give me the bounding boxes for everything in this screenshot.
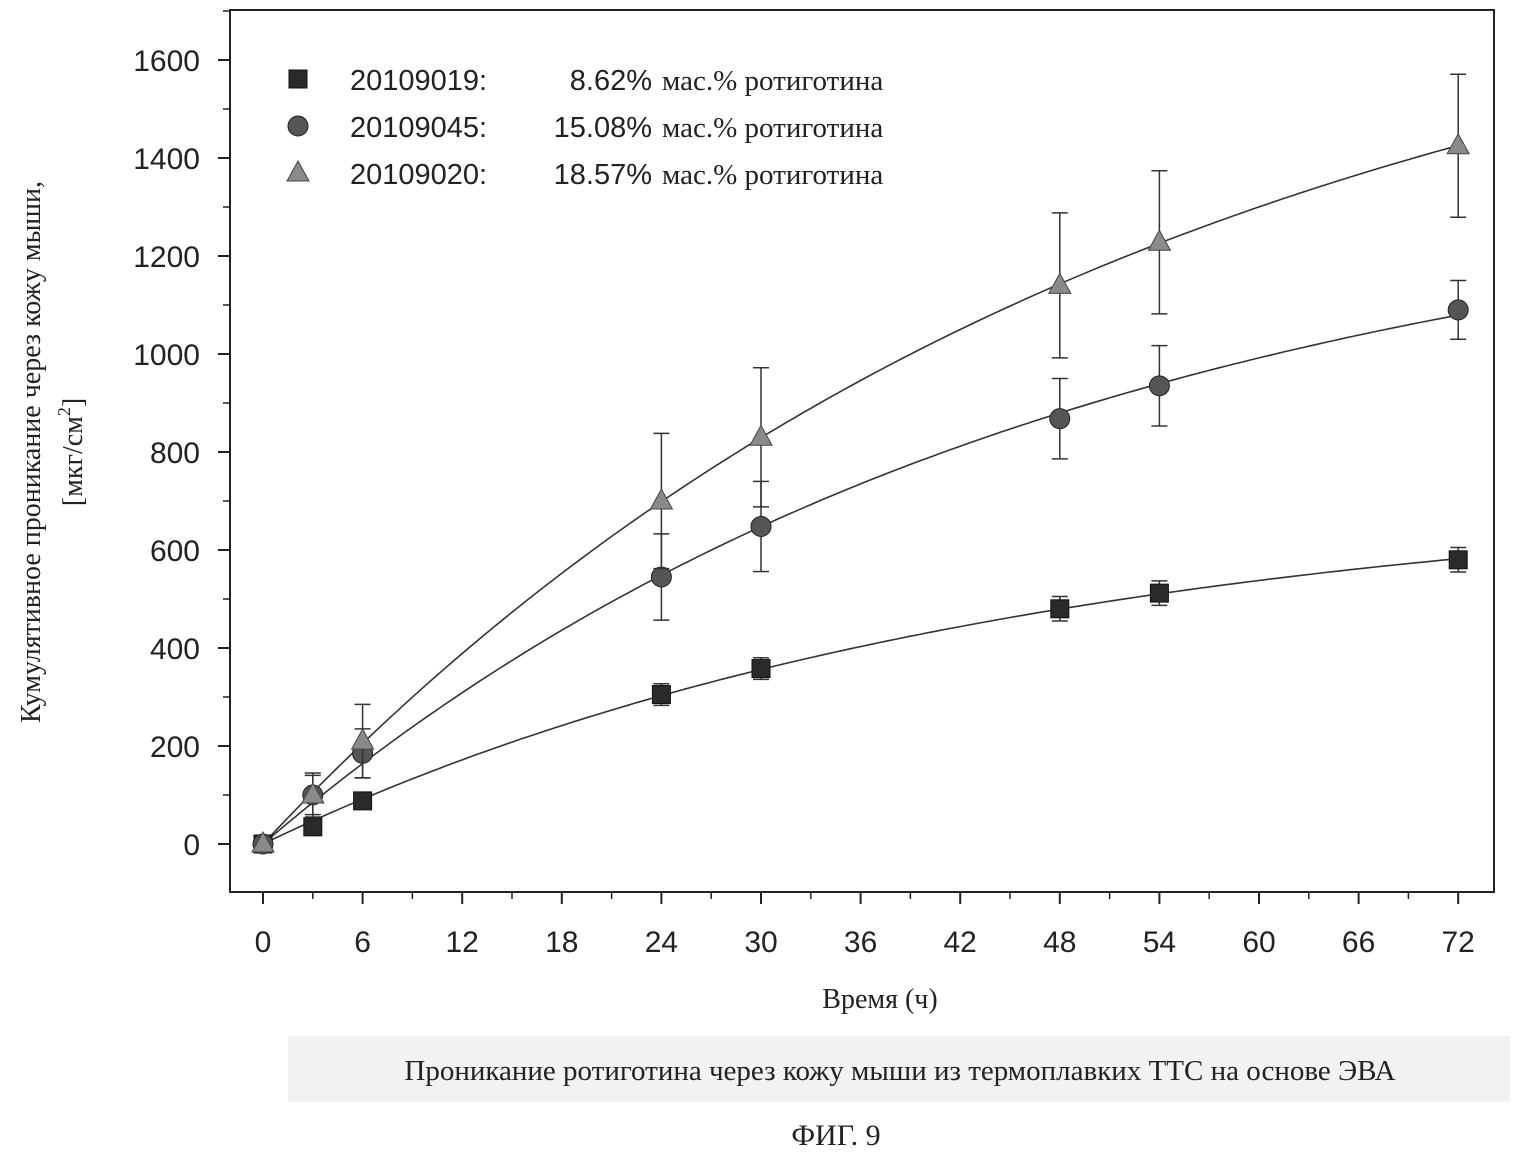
y-tick-label: 1200: [133, 241, 200, 274]
legend: 20109019: 8.62% мас.% ротиготина 20109045: 1…: [287, 65, 883, 191]
legend-series-pct: 8.62%: [570, 65, 652, 97]
triangle-marker: [750, 425, 772, 445]
legend-series-suffix: мас.% ротиготина: [662, 112, 883, 144]
triangle-marker: [1049, 273, 1071, 293]
y-tick-label: 1400: [133, 143, 200, 176]
figure: 0 6 12 18 24 30 36 42 48 54 60 66 72 0 200 400 600 800 100…: [0, 0, 1527, 1158]
y-axis-title-line2: [мкг/см2]: [54, 398, 89, 506]
fit-curves: [263, 146, 1458, 845]
triangle-marker: [352, 729, 374, 749]
figure-caption: Проникание ротиготина через кожу мыши из…: [404, 1055, 1395, 1087]
legend-series-id: 20109019:: [350, 65, 487, 97]
legend-series-id: 20109045:: [350, 112, 487, 144]
legend-series-suffix: мас.% ротиготина: [662, 159, 883, 191]
y-tick-label: 1000: [133, 339, 200, 372]
fit-curve: [263, 315, 1458, 844]
circle-marker: [1149, 376, 1169, 396]
square-marker: [354, 792, 372, 810]
triangle-marker: [650, 489, 672, 509]
circle-marker: [1448, 300, 1468, 320]
figure-label: ФИГ. 9: [791, 1119, 880, 1152]
x-tick-label: 42: [944, 926, 977, 959]
square-marker: [304, 818, 322, 836]
legend-series-suffix: мас.% ротиготина: [662, 65, 883, 97]
x-tick-label: 12: [446, 926, 479, 959]
square-marker: [1150, 584, 1168, 602]
y-tick-label: 800: [150, 437, 200, 470]
square-marker: [652, 686, 670, 704]
triangle-marker: [1447, 134, 1469, 154]
circle-marker: [751, 516, 771, 536]
y-axis-title: Кумулятивное проникание через кожу мыши,…: [16, 181, 89, 723]
legend-series-pct: 18.57%: [554, 159, 652, 191]
square-marker: [752, 660, 770, 678]
legend-series-pct: 15.08%: [554, 112, 652, 144]
y-tick-label: 600: [150, 535, 200, 568]
x-tick-label: 0: [255, 926, 272, 959]
x-tick-label: 18: [545, 926, 578, 959]
y-tick-label: 1600: [133, 45, 200, 78]
x-tick-label: 6: [354, 926, 371, 959]
legend-entry: 20109045: 15.08% мас.% ротиготина: [350, 112, 883, 144]
square-marker: [1449, 551, 1467, 569]
fit-curve: [263, 146, 1458, 845]
circle-marker: [651, 567, 671, 587]
square-marker: [289, 70, 307, 88]
y-tick-label: 200: [150, 731, 200, 764]
x-tick-label: 72: [1442, 926, 1475, 959]
legend-entry: 20109020: 18.57% мас.% ротиготина: [350, 159, 883, 191]
y-axis-title-line1: Кумулятивное проникание через кожу мыши,: [16, 181, 47, 723]
x-axis-title: Время (ч): [822, 984, 937, 1015]
x-tick-label: 24: [645, 926, 678, 959]
fit-curve: [263, 559, 1458, 844]
circle-marker: [1050, 409, 1070, 429]
legend-entry: 20109019: 8.62% мас.% ротиготина: [350, 65, 883, 97]
circle-marker: [288, 116, 308, 136]
triangle-marker: [287, 161, 309, 181]
x-tick-label: 66: [1342, 926, 1375, 959]
x-tick-label: 54: [1143, 926, 1176, 959]
x-tick-label: 30: [744, 926, 777, 959]
legend-series-id: 20109020:: [350, 159, 487, 191]
y-tick-label: 400: [150, 633, 200, 666]
x-tick-label: 60: [1242, 926, 1275, 959]
x-tick-label: 48: [1043, 926, 1076, 959]
square-marker: [1051, 600, 1069, 618]
x-tick-label: 36: [844, 926, 877, 959]
data-markers: [252, 74, 1469, 854]
y-tick-label: 0: [183, 829, 200, 862]
axes: 0 6 12 18 24 30 36 42 48 54 60 66 72 0 200 400 600 800 100…: [133, 11, 1475, 959]
